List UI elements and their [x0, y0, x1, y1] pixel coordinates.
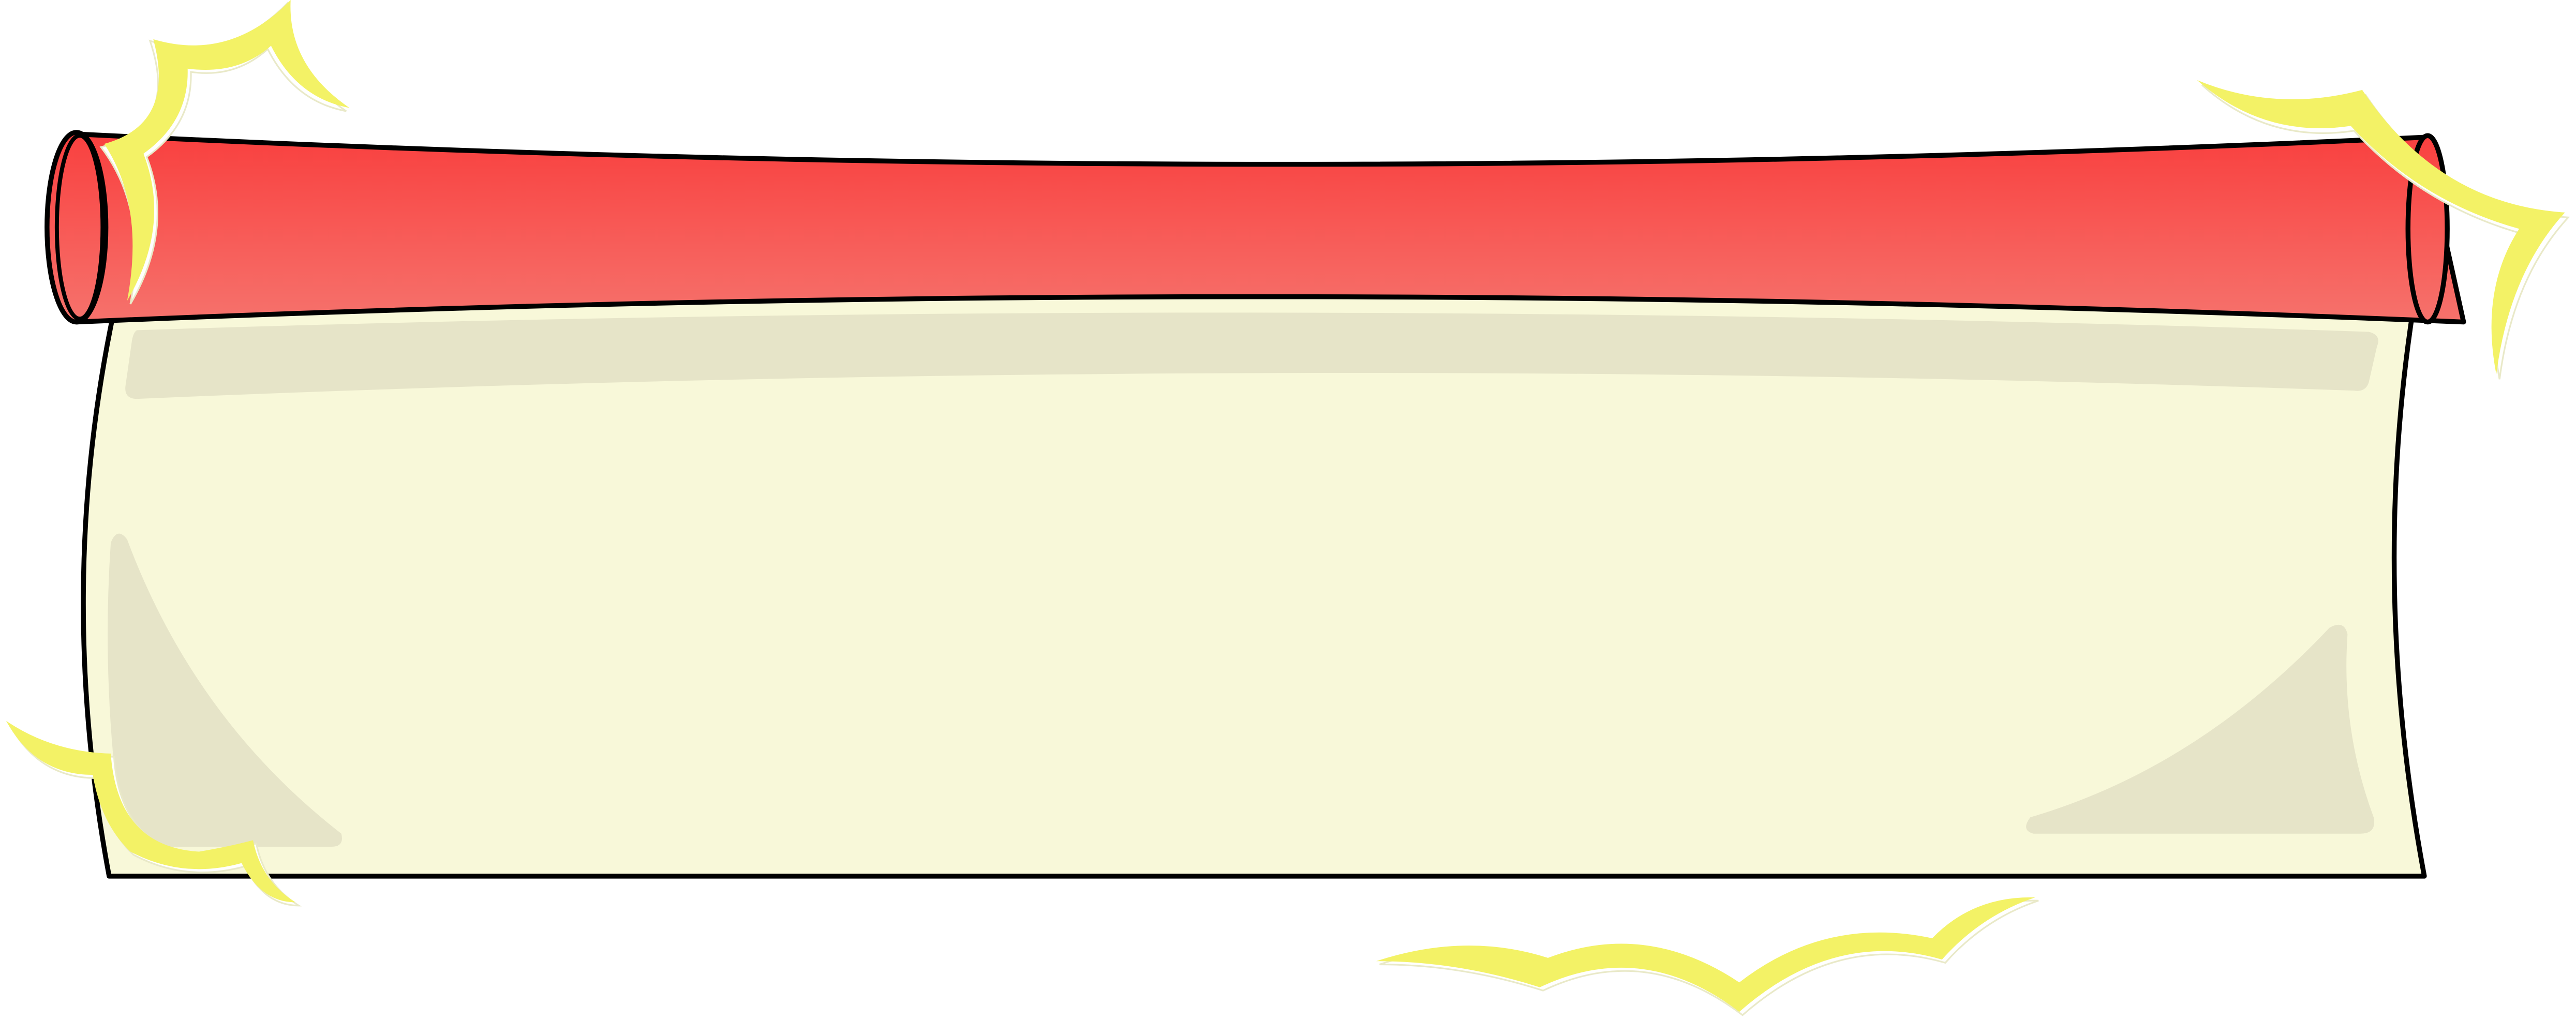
paper-shade-band [125, 312, 2378, 399]
paper-shade-corner-right [2026, 624, 2374, 834]
spark-swirl-icon-top-right [2197, 80, 2570, 380]
paper-shade-corner-left [108, 533, 342, 847]
scroll-roller [74, 131, 2466, 325]
spark-swirl-icon-bottom-left [6, 721, 302, 907]
spark-swirl-icon-top-left [99, 0, 350, 305]
roller-left-end-rim [54, 133, 105, 321]
spark-swirl-icon-bottom-center [1376, 897, 2039, 1016]
